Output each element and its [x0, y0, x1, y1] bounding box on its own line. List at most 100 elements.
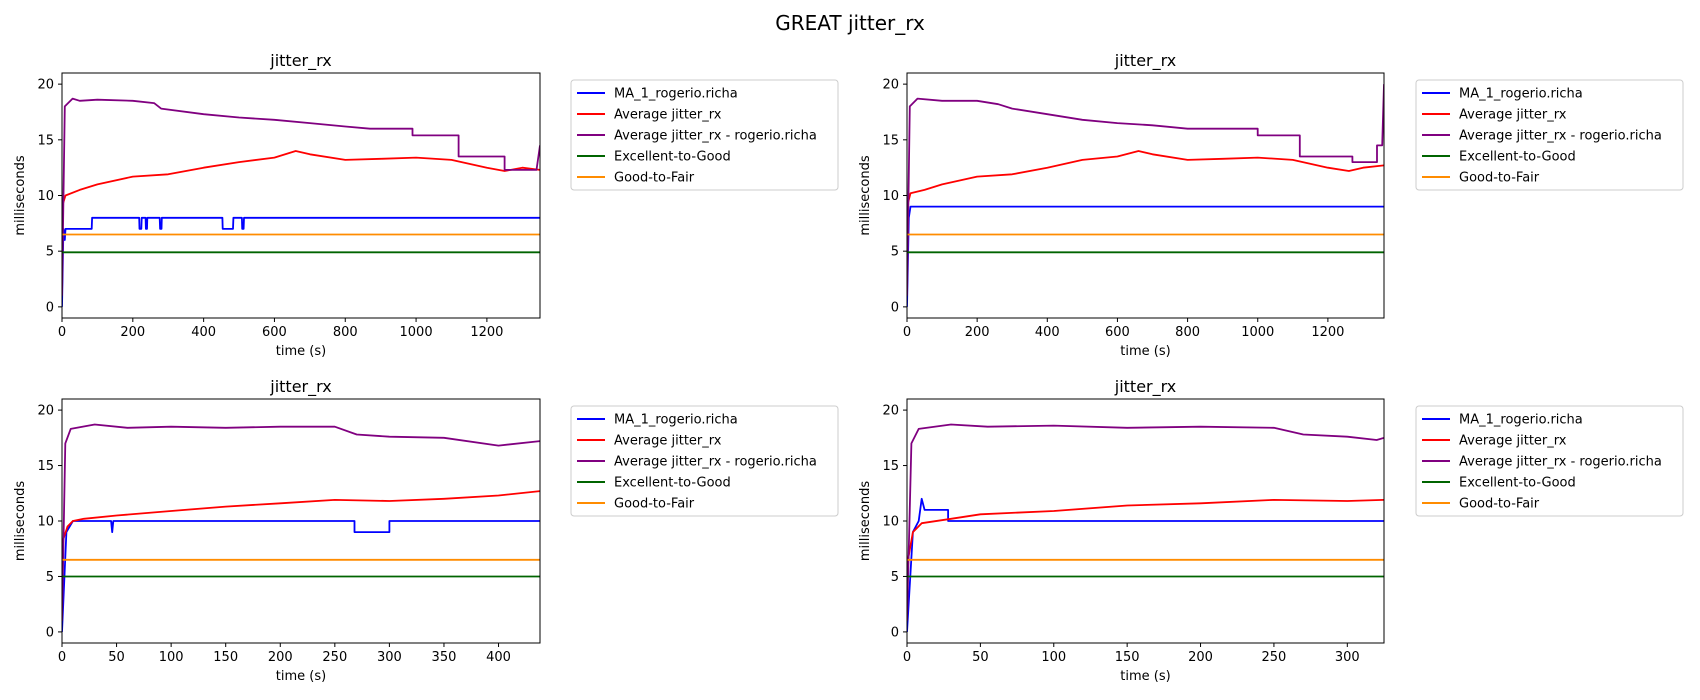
legend-label: MA_1_rogerio.richa	[614, 413, 738, 428]
x-tick-label: 1200	[1311, 325, 1344, 340]
x-tick-label: 150	[213, 650, 238, 665]
subplot-title: jitter_rx	[1114, 377, 1176, 397]
y-tick-label: 5	[46, 245, 54, 260]
series-line-1	[907, 497, 1384, 632]
y-tick-label: 5	[891, 570, 899, 585]
figure-title: GREAT jitter_rx	[775, 11, 925, 35]
legend-label: Good-to-Fair	[1459, 171, 1540, 186]
legend-box	[570, 79, 839, 191]
x-tick-label: 400	[1035, 325, 1060, 340]
x-tick-label: 400	[486, 650, 511, 665]
x-axis-label: time (s)	[1120, 344, 1170, 359]
y-axis-label: milliseconds	[13, 481, 28, 561]
legend-label: Excellent-to-Good	[614, 150, 731, 165]
legend-label: Average jitter_rx - rogerio.richa	[614, 455, 817, 470]
x-tick-label: 50	[972, 650, 989, 665]
y-tick-label: 20	[37, 78, 54, 93]
x-tick-label: 800	[333, 325, 358, 340]
subplot-3: jitter_rx 0 50 100 150 200 250 300 350 400 0 5 10 15 2…	[13, 377, 839, 684]
x-tick-label: 300	[377, 650, 402, 665]
legend-label: Good-to-Fair	[1459, 497, 1540, 512]
series-line-3	[907, 423, 1384, 621]
series-line-2	[907, 498, 1384, 566]
legend-label: Excellent-to-Good	[1459, 476, 1576, 491]
y-tick-label: 0	[46, 625, 54, 640]
y-tick-label: 0	[46, 300, 54, 315]
x-tick-label: 250	[322, 650, 347, 665]
legend-label: MA_1_rogerio.richa	[614, 87, 738, 102]
legend-label: Excellent-to-Good	[1459, 150, 1576, 165]
plot-frame	[906, 72, 1385, 319]
x-tick-label: 100	[159, 650, 184, 665]
legend-label: Excellent-to-Good	[614, 476, 731, 491]
legend-label: MA_1_rogerio.richa	[1459, 413, 1583, 428]
x-axis-label: time (s)	[1120, 669, 1170, 684]
x-tick-label: 200	[120, 325, 145, 340]
x-tick-label: 200	[1188, 650, 1213, 665]
x-tick-label: 1000	[400, 325, 433, 340]
x-tick-label: 300	[1335, 650, 1360, 665]
y-tick-label: 10	[882, 515, 899, 530]
series-line-3	[907, 84, 1384, 296]
x-tick-label: 150	[1115, 650, 1140, 665]
legend-label: MA_1_rogerio.richa	[1459, 87, 1583, 102]
y-tick-label: 20	[37, 404, 54, 419]
x-tick-label: 200	[965, 325, 990, 340]
y-axis-label: milliseconds	[858, 155, 873, 235]
series-line-1	[62, 520, 540, 632]
x-tick-label: 100	[1041, 650, 1066, 665]
x-axis-label: time (s)	[276, 344, 326, 359]
legend: MA_1_rogerio.richa Average jitter_rx Avera…	[570, 405, 839, 517]
x-tick-label: 0	[58, 650, 66, 665]
legend-box	[570, 405, 839, 517]
x-tick-label: 400	[191, 325, 216, 340]
x-tick-label: 0	[58, 325, 66, 340]
x-tick-label: 1000	[1241, 325, 1274, 340]
x-tick-label: 250	[1262, 650, 1287, 665]
subplot-title: jitter_rx	[1114, 51, 1176, 71]
series-line-2	[62, 150, 540, 207]
x-tick-label: 0	[903, 650, 911, 665]
y-tick-label: 15	[37, 459, 54, 474]
legend-label: Average jitter_rx - rogerio.richa	[1459, 129, 1662, 144]
legend-label: Average jitter_rx - rogerio.richa	[1459, 455, 1662, 470]
legend-label: Average jitter_rx	[614, 108, 722, 123]
y-tick-label: 20	[882, 78, 899, 93]
legend-label: Average jitter_rx	[614, 434, 722, 449]
y-tick-label: 5	[46, 570, 54, 585]
subplot-title: jitter_rx	[269, 51, 331, 71]
y-tick-label: 5	[891, 245, 899, 260]
x-tick-label: 600	[1105, 325, 1130, 340]
plot-frame	[61, 72, 541, 319]
subplot-1: jitter_rx 0 200 400 600 800 1000 1200 0 5 10 15 20 ti…	[13, 51, 839, 359]
x-tick-label: 200	[268, 650, 293, 665]
x-tick-label: 1200	[470, 325, 503, 340]
legend: MA_1_rogerio.richa Average jitter_rx Avera…	[570, 79, 839, 191]
series-line-3	[62, 97, 540, 296]
series-line-1	[62, 216, 540, 307]
x-tick-label: 800	[1175, 325, 1200, 340]
series-line-2	[62, 490, 540, 544]
legend: MA_1_rogerio.richa Average jitter_rx Avera…	[1415, 79, 1684, 191]
y-tick-label: 10	[37, 515, 54, 530]
y-tick-label: 0	[891, 300, 899, 315]
x-tick-label: 0	[903, 325, 911, 340]
y-tick-label: 15	[37, 133, 54, 148]
x-tick-label: 350	[432, 650, 457, 665]
legend-box	[1415, 405, 1684, 517]
subplot-2: jitter_rx 0 200 400 600 800 1000 1200 0 5 10 15 20 ti…	[858, 51, 1684, 359]
x-tick-label: 50	[108, 650, 125, 665]
subplot-title: jitter_rx	[269, 377, 331, 397]
legend: MA_1_rogerio.richa Average jitter_rx Avera…	[1415, 405, 1684, 517]
legend-label: Average jitter_rx	[1459, 108, 1567, 123]
series-line-1	[907, 205, 1384, 307]
y-axis-label: milliseconds	[13, 155, 28, 235]
x-axis-label: time (s)	[276, 669, 326, 684]
x-tick-label: 600	[262, 325, 287, 340]
legend-label: Good-to-Fair	[614, 171, 695, 186]
y-axis-label: milliseconds	[858, 481, 873, 561]
subplot-4: jitter_rx 0 50 100 150 200 250 300 0 5 10 15 20 time …	[858, 377, 1684, 684]
series-line-2	[907, 150, 1384, 207]
y-tick-label: 15	[882, 133, 899, 148]
legend-box	[1415, 79, 1684, 191]
